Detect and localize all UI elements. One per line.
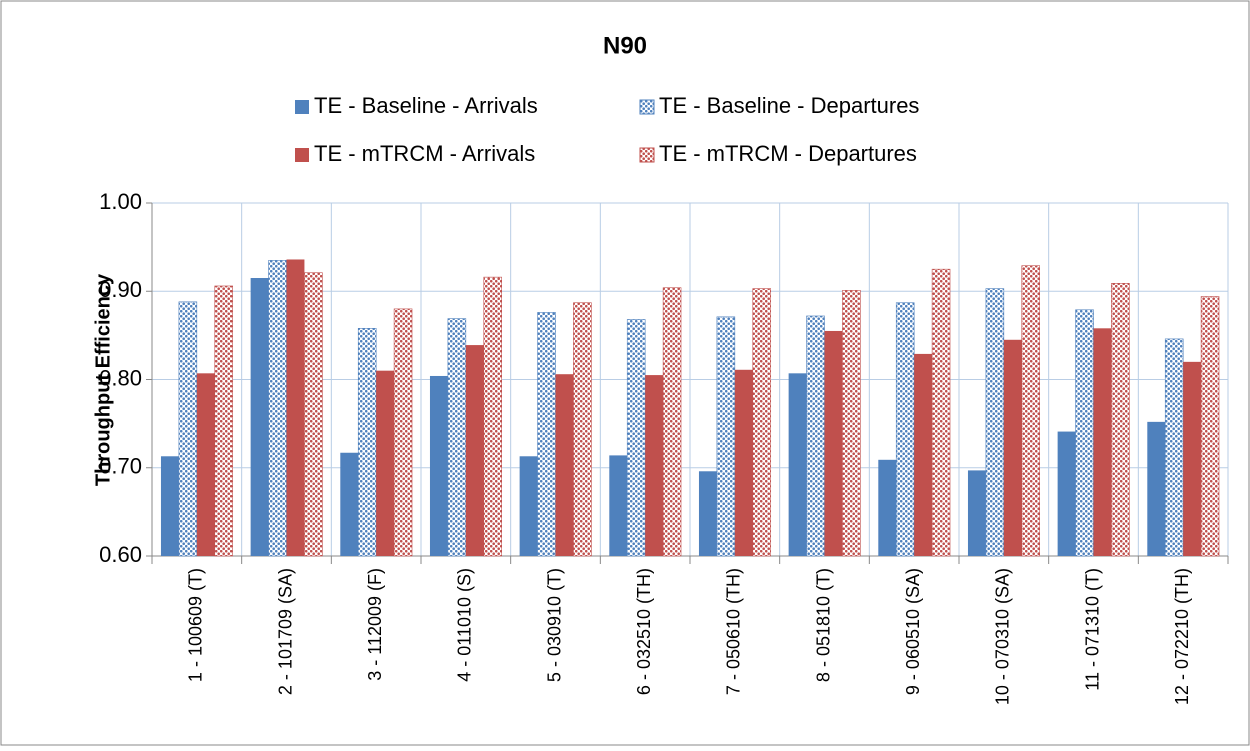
bar	[752, 288, 771, 557]
y-tick-label: 0.60	[99, 542, 142, 567]
x-tick-label: 3 - 112009 (F)	[365, 568, 385, 681]
x-tick-label: 10 - 070310 (SA)	[993, 568, 1013, 705]
bar	[304, 272, 323, 557]
bar	[1164, 338, 1184, 557]
bar	[393, 308, 413, 557]
legend-label: TE - Baseline - Departures	[659, 93, 919, 118]
x-tick-label: 8 - 051810 (T)	[813, 568, 833, 682]
x-tick-label: 11 - 071310 (T)	[1082, 568, 1102, 691]
bar	[196, 373, 215, 556]
bar	[1021, 265, 1040, 557]
x-tick-label: 6 - 032510 (TH)	[634, 568, 654, 695]
x-tick-label: 1 - 100609 (T)	[186, 568, 206, 682]
bar	[376, 370, 395, 556]
bar	[626, 319, 646, 557]
x-tick-label: 9 - 060510 (SA)	[903, 568, 923, 695]
bar	[1075, 309, 1094, 557]
bar	[1057, 431, 1076, 556]
bar	[1093, 328, 1112, 556]
bar	[537, 312, 556, 557]
bar	[609, 455, 628, 556]
bar	[895, 302, 915, 557]
bar	[429, 375, 448, 556]
bar	[214, 285, 233, 557]
bar	[483, 276, 502, 557]
y-tick-label: 0.90	[99, 277, 142, 302]
x-tick-label: 4 - 011010 (S)	[455, 568, 475, 682]
bar	[1147, 421, 1166, 556]
bar	[985, 288, 1005, 557]
bar	[878, 459, 897, 556]
y-tick-label: 0.80	[99, 365, 142, 390]
y-tick-label: 0.70	[99, 454, 142, 479]
legend-swatch	[295, 100, 309, 114]
bar	[268, 260, 287, 557]
bar	[788, 373, 807, 556]
legend-swatch	[295, 148, 309, 162]
bar	[806, 315, 825, 557]
x-tick-label: 2 - 101709 (SA)	[275, 568, 295, 695]
bar	[447, 318, 467, 557]
bar	[340, 452, 359, 556]
bar	[1200, 296, 1220, 557]
bar	[716, 316, 736, 557]
bar	[573, 302, 592, 557]
x-tick-label: 5 - 030910 (T)	[544, 568, 564, 682]
bar	[286, 259, 305, 556]
bar	[914, 353, 933, 556]
bar	[967, 470, 986, 556]
legend-label: TE - mTRCM - Departures	[659, 141, 917, 166]
bar	[734, 369, 753, 556]
bar	[555, 374, 574, 556]
bar	[645, 375, 664, 556]
legend-swatch	[639, 147, 655, 163]
x-tick-label: 12 - 072210 (TH)	[1172, 568, 1192, 705]
bar	[1183, 361, 1202, 556]
y-axis-title: Throughput Efficiency	[92, 273, 114, 486]
bar	[160, 456, 179, 556]
bar	[824, 330, 843, 556]
bar	[662, 287, 682, 557]
bar	[698, 471, 717, 556]
legend-swatch	[639, 99, 655, 115]
legend-label: TE - mTRCM - Arrivals	[314, 141, 535, 166]
bar	[465, 345, 484, 556]
chart-title: N90	[603, 32, 647, 59]
bar	[178, 301, 198, 557]
y-tick-label: 1.00	[99, 189, 142, 214]
x-tick-label: 7 - 050610 (TH)	[724, 568, 744, 695]
bar	[250, 278, 269, 556]
bar	[357, 328, 377, 557]
bar	[842, 290, 861, 557]
bar	[519, 456, 538, 556]
bar	[1111, 283, 1130, 557]
bar	[931, 268, 951, 557]
bar	[1003, 339, 1022, 556]
legend-label: TE - Baseline - Arrivals	[314, 93, 538, 118]
